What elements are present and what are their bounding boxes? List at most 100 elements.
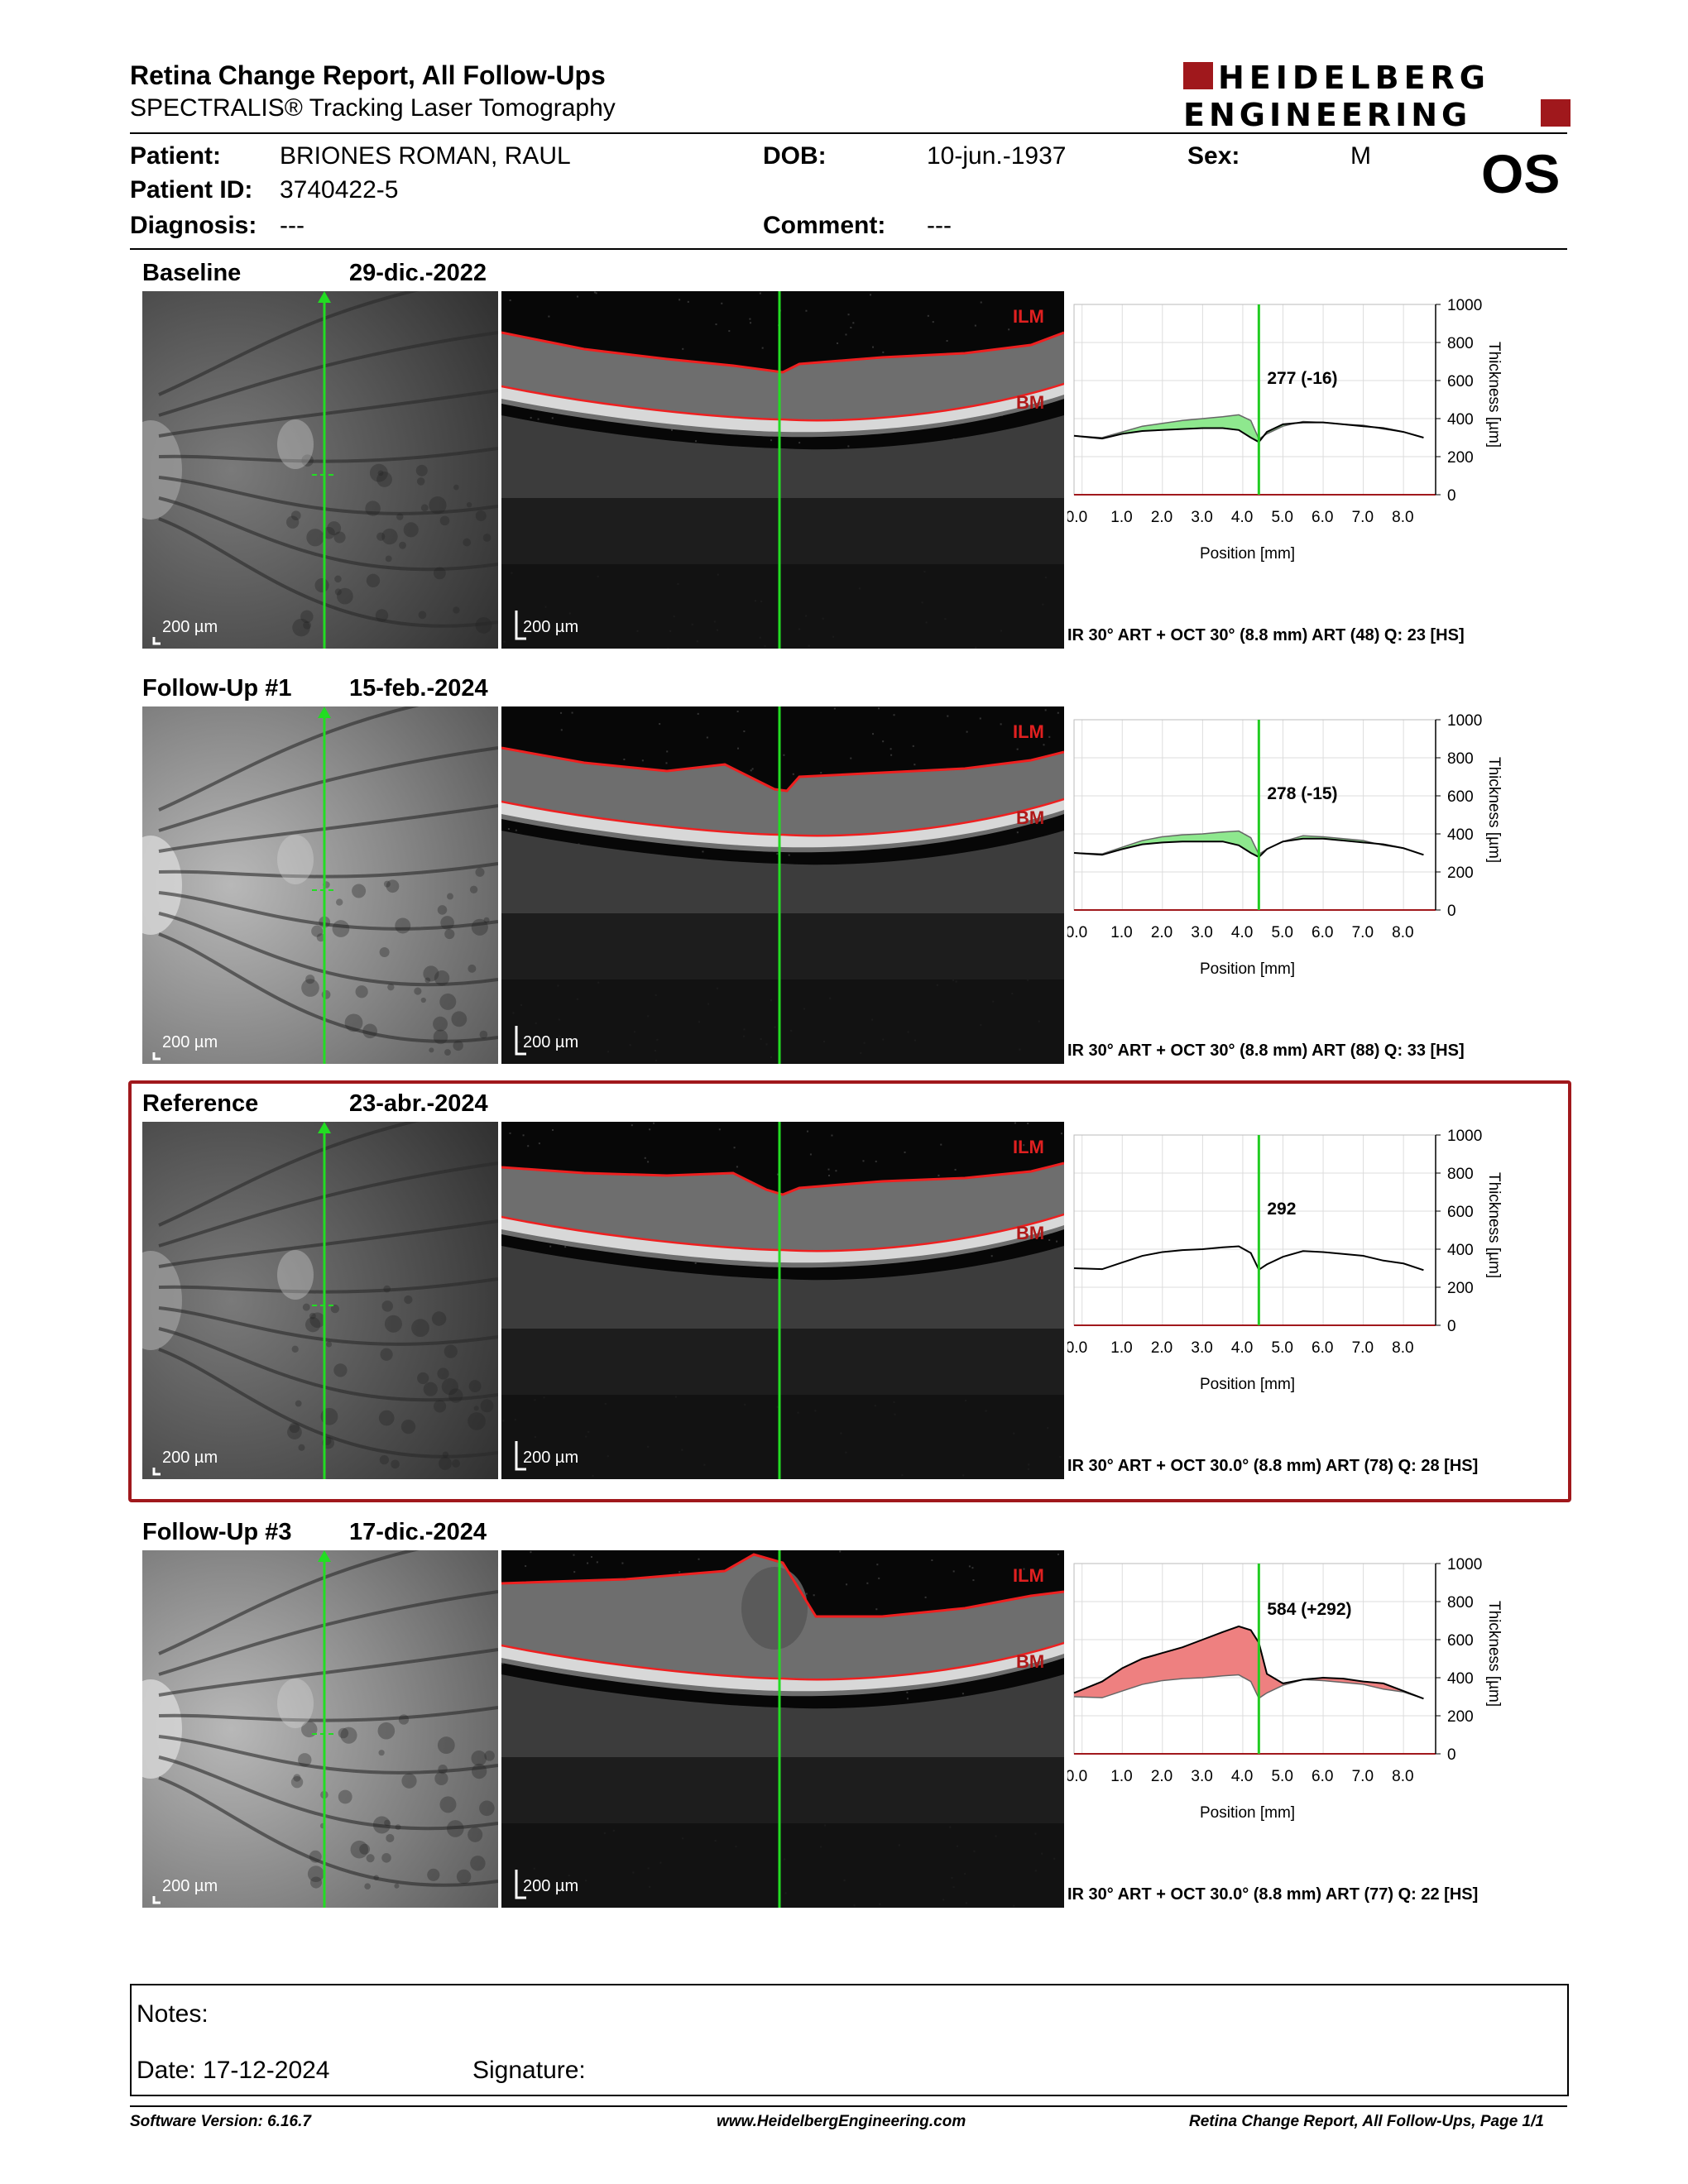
x-tick-label: 3.0 xyxy=(1191,924,1212,941)
x-tick-label: 7.0 xyxy=(1352,1339,1374,1357)
x-tick-label: 3.0 xyxy=(1191,1768,1212,1785)
thickness-callout: 278 (-15) xyxy=(1267,784,1337,803)
y-tick-label: 600 xyxy=(1447,1204,1474,1221)
ir-scale-label: 200 µm xyxy=(162,618,218,636)
x-tick-label: 1.0 xyxy=(1110,509,1132,526)
ir-scale-label: 200 µm xyxy=(162,1033,218,1051)
bm-label: BM xyxy=(1016,1651,1044,1672)
y-tick-label: 800 xyxy=(1447,335,1474,352)
x-axis-label: Position [mm] xyxy=(1200,960,1295,978)
x-tick-label: 4.0 xyxy=(1231,1768,1253,1785)
y-tick-label: 600 xyxy=(1447,788,1474,806)
ir-scale-label: 200 µm xyxy=(162,1877,218,1895)
scan-parameters: IR 30° ART + OCT 30° (8.8 mm) ART (48) Q… xyxy=(1067,626,1465,644)
x-tick-label: 5.0 xyxy=(1271,1339,1292,1357)
x-tick-label: 8.0 xyxy=(1392,924,1413,941)
ilm-label: ILM xyxy=(1013,1137,1044,1157)
thickness-change-area xyxy=(1074,414,1424,443)
x-tick-label: 7.0 xyxy=(1352,924,1374,941)
thickness-change-area xyxy=(1074,1626,1424,1699)
notes-label: Notes: xyxy=(137,2000,209,2028)
oct-bscan-image: ILM BM 200 µm xyxy=(501,291,1064,649)
x-tick-label: 2.0 xyxy=(1151,509,1172,526)
website-link[interactable]: www.HeidelbergEngineering.com xyxy=(717,2113,966,2130)
y-tick-label: 200 xyxy=(1447,864,1474,882)
section-date: 15-feb.-2024 xyxy=(349,675,488,702)
ilm-label: ILM xyxy=(1013,306,1044,327)
x-tick-label: 0.0 xyxy=(1067,1339,1087,1357)
signature-label: Signature: xyxy=(472,2057,586,2084)
section-name: Follow-Up #3 xyxy=(142,1519,292,1545)
thickness-callout: 277 (-16) xyxy=(1267,369,1337,388)
y-tick-label: 800 xyxy=(1447,1166,1474,1183)
x-tick-label: 0.0 xyxy=(1067,509,1087,526)
x-tick-label: 7.0 xyxy=(1352,509,1374,526)
y-tick-label: 800 xyxy=(1447,1594,1474,1612)
heidelberg-logo: HEIDELBERG ENGINEERING xyxy=(1183,60,1571,132)
y-tick-label: 400 xyxy=(1447,826,1474,844)
thickness-line xyxy=(1073,1625,1424,1700)
y-tick-label: 1000 xyxy=(1447,712,1482,730)
thickness-chart: 1000 800 600 400 200 0 0.0 1.0 2.0 3.0 4.0 5.0 6.0 7.… xyxy=(1066,711,1539,978)
oct-scale-label: 200 µm xyxy=(523,1449,579,1467)
oct-bscan-image: ILM BM 200 µm xyxy=(501,706,1064,1064)
bm-label: BM xyxy=(1016,1223,1044,1243)
scan-parameters: IR 30° ART + OCT 30.0° (8.8 mm) ART (78)… xyxy=(1067,1457,1479,1475)
section-name: Baseline xyxy=(142,260,242,286)
scan-parameters: IR 30° ART + OCT 30.0° (8.8 mm) ART (77)… xyxy=(1067,1885,1479,1904)
ir-fundus-image: 200 µm xyxy=(142,291,498,649)
y-tick-label: 200 xyxy=(1447,449,1474,467)
thickness-line xyxy=(1073,421,1424,443)
section-date: 17-dic.-2024 xyxy=(349,1519,487,1545)
oct-bscan-image: ILM BM 200 µm xyxy=(501,1550,1064,1908)
x-tick-label: 0.0 xyxy=(1067,1768,1087,1785)
section-name: Reference xyxy=(142,1090,259,1117)
bm-label: BM xyxy=(1016,807,1044,828)
oct-scale-label: 200 µm xyxy=(523,618,579,636)
x-tick-label: 2.0 xyxy=(1151,1768,1172,1785)
ir-fundus-image: 200 µm xyxy=(142,1122,498,1479)
x-tick-label: 8.0 xyxy=(1392,509,1413,526)
logo-line1: HEIDELBERG xyxy=(1218,60,1490,96)
x-tick-label: 7.0 xyxy=(1352,1768,1374,1785)
ilm-label: ILM xyxy=(1013,1565,1044,1586)
diagnosis-label: Diagnosis: xyxy=(130,212,257,239)
date-label: Date: 17-12-2024 xyxy=(137,2057,330,2084)
x-axis-label: Position [mm] xyxy=(1200,1376,1295,1393)
x-tick-label: 3.0 xyxy=(1191,509,1212,526)
x-tick-label: 5.0 xyxy=(1271,509,1292,526)
x-axis-label: Position [mm] xyxy=(1200,1804,1295,1822)
x-tick-label: 1.0 xyxy=(1110,1768,1132,1785)
ir-scale-label: 200 µm xyxy=(162,1449,218,1467)
x-tick-label: 1.0 xyxy=(1110,1339,1132,1357)
sex-label: Sex: xyxy=(1187,142,1240,170)
sex-value: M xyxy=(1350,142,1371,170)
scan-parameters: IR 30° ART + OCT 30° (8.8 mm) ART (88) Q… xyxy=(1067,1042,1465,1060)
report-subtitle: SPECTRALIS® Tracking Laser Tomography xyxy=(130,94,616,122)
section-date: 29-dic.-2022 xyxy=(349,260,487,286)
patient-id-label: Patient ID: xyxy=(130,176,253,204)
thickness-callout: 584 (+292) xyxy=(1267,1600,1351,1619)
x-tick-label: 8.0 xyxy=(1392,1339,1413,1357)
y-tick-label: 0 xyxy=(1447,903,1456,920)
y-tick-label: 600 xyxy=(1447,373,1474,390)
y-tick-label: 1000 xyxy=(1447,1128,1482,1145)
thickness-line xyxy=(1073,1245,1424,1272)
y-tick-label: 1000 xyxy=(1447,297,1482,314)
x-tick-label: 1.0 xyxy=(1110,924,1132,941)
report-title: Retina Change Report, All Follow-Ups xyxy=(130,60,606,90)
notes-box[interactable]: Notes: Date: 17-12-2024 Signature: xyxy=(130,1984,1569,2096)
thickness-callout: 292 xyxy=(1267,1200,1296,1219)
x-tick-label: 5.0 xyxy=(1271,924,1292,941)
ir-fundus-image: 200 µm xyxy=(142,1550,498,1908)
comment-label: Comment: xyxy=(763,212,886,239)
oct-scale-label: 200 µm xyxy=(523,1033,579,1051)
y-tick-label: 0 xyxy=(1447,1746,1456,1764)
dob-label: DOB: xyxy=(763,142,827,170)
y-tick-label: 0 xyxy=(1447,1318,1456,1335)
header-divider xyxy=(130,132,1567,134)
x-tick-label: 6.0 xyxy=(1312,924,1333,941)
page-label: Retina Change Report, All Follow-Ups, Pa… xyxy=(1189,2113,1544,2130)
x-axis-label: Position [mm] xyxy=(1200,545,1295,563)
x-tick-label: 4.0 xyxy=(1231,924,1253,941)
